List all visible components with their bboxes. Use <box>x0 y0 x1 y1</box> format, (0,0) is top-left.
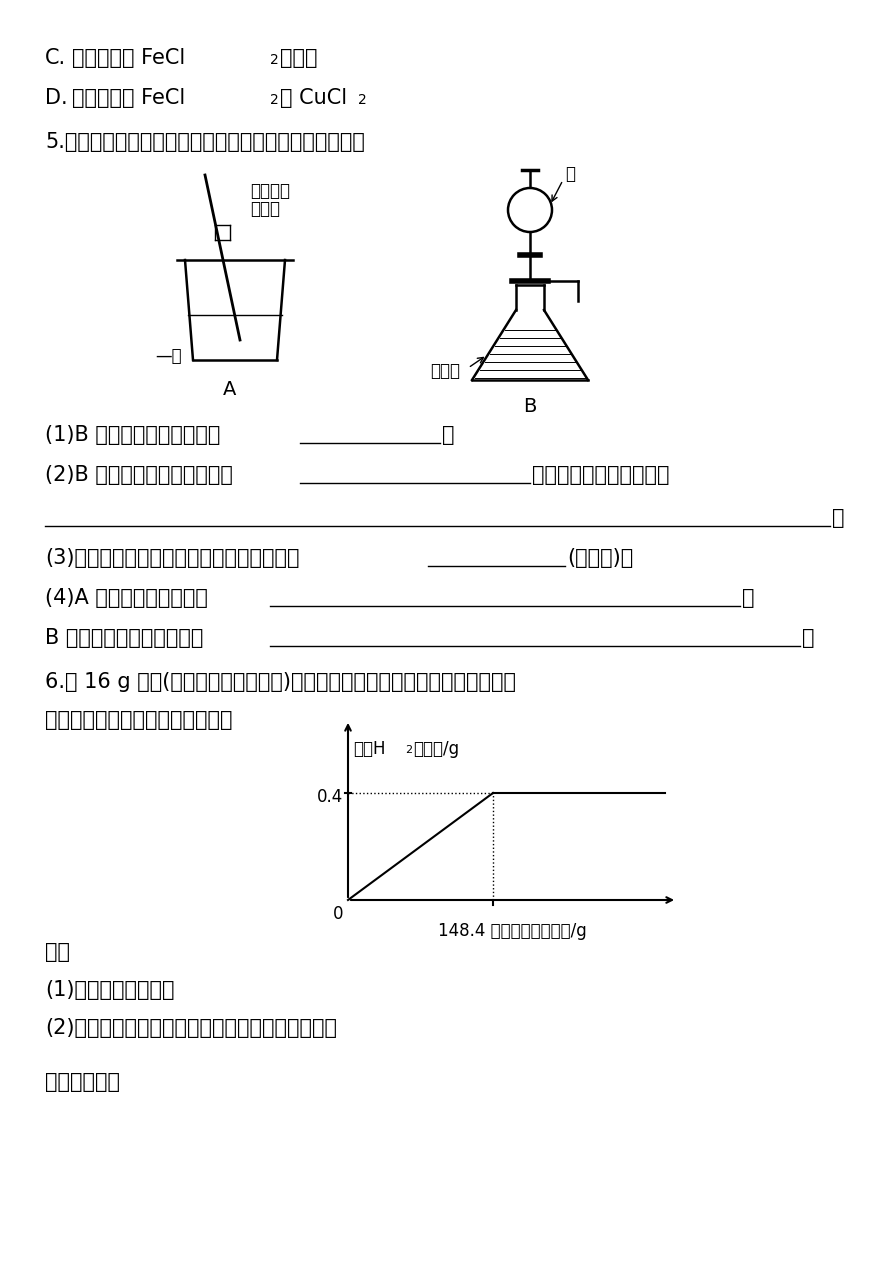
Text: 滤液中含有 FeCl: 滤液中含有 FeCl <box>72 88 186 109</box>
Text: 不断搅拌: 不断搅拌 <box>250 182 290 199</box>
Text: 浓硫酸: 浓硫酸 <box>430 362 460 380</box>
Text: 6.向 16 g 黄铜(由锅、铜形成的合金)样品中加入税硫酸充分反应，所加税硫酸: 6.向 16 g 黄铜(由锅、铜形成的合金)样品中加入税硫酸充分反应，所加税硫酸 <box>45 671 516 692</box>
Circle shape <box>508 188 552 232</box>
Text: 148.4 加入税硫酸的质量/g: 148.4 加入税硫酸的质量/g <box>438 923 587 940</box>
Text: (4)A 图中玻璃棒的作用是: (4)A 图中玻璃棒的作用是 <box>45 588 208 608</box>
Text: (1)样品中锅的质量。: (1)样品中锅的质量。 <box>45 981 175 1000</box>
Text: (2)B 图锥形瓶内产生的现象是: (2)B 图锥形瓶内产生的现象是 <box>45 464 233 485</box>
Text: 浓硫酸: 浓硫酸 <box>250 199 280 218</box>
Text: 。产生这一现象的原因是: 。产生这一现象的原因是 <box>532 464 670 485</box>
Text: 水: 水 <box>565 165 575 183</box>
Text: 生成H: 生成H <box>353 740 385 758</box>
Text: 。: 。 <box>802 628 814 647</box>
Text: 《探究创新》: 《探究创新》 <box>45 1071 120 1092</box>
Text: B 图中的玻璃导管的作用是: B 图中的玻璃导管的作用是 <box>45 628 203 647</box>
Text: 2: 2 <box>270 53 278 67</box>
Text: (2)恰好完全反应时，所得溶液中溶质的质量分数。: (2)恰好完全反应时，所得溶液中溶质的质量分数。 <box>45 1018 337 1039</box>
Text: 0: 0 <box>333 905 343 923</box>
Text: (填序号)。: (填序号)。 <box>567 548 633 568</box>
Text: 2: 2 <box>358 93 367 107</box>
Text: 的质量/g: 的质量/g <box>413 740 459 758</box>
Text: C.: C. <box>45 48 66 68</box>
Text: (3)上边两幅图中，税释浓硫酸操作正确的是: (3)上边两幅图中，税释浓硫酸操作正确的是 <box>45 548 300 568</box>
Text: 。: 。 <box>832 509 845 528</box>
Text: 求：: 求： <box>45 941 70 962</box>
Text: —水: —水 <box>155 347 182 365</box>
Text: 与生成气体的质量关系如图所示。: 与生成气体的质量关系如图所示。 <box>45 711 233 729</box>
Text: A: A <box>223 380 236 399</box>
Text: 2: 2 <box>270 93 278 107</box>
Text: 0.4: 0.4 <box>317 787 343 806</box>
Text: D.: D. <box>45 88 68 109</box>
Text: 5.如图所示，是两种税释浓硫酸的操作，回答下列问题：: 5.如图所示，是两种税释浓硫酸的操作，回答下列问题： <box>45 133 365 151</box>
Text: 和 CuCl: 和 CuCl <box>280 88 347 109</box>
Text: (1)B 图中加水仪器的名称是: (1)B 图中加水仪器的名称是 <box>45 425 220 445</box>
Text: B: B <box>524 398 537 416</box>
Text: 。: 。 <box>442 425 455 445</box>
Text: 和盐酸: 和盐酸 <box>280 48 318 68</box>
Text: ，: ， <box>742 588 755 608</box>
Text: 滤液中含有 FeCl: 滤液中含有 FeCl <box>72 48 186 68</box>
Text: 2: 2 <box>405 745 412 755</box>
